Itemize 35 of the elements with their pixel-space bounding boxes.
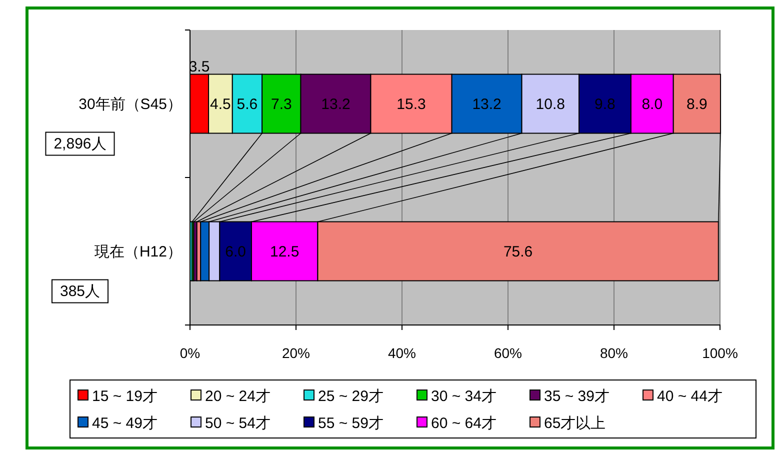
legend-label: 15 ~ 19才 [92,388,158,405]
data-label: 5.6 [236,96,258,113]
data-label: 13.2 [321,96,350,113]
data-label: 7.3 [270,96,292,113]
y-tick-label: 30年前（S45） [78,96,182,113]
x-tick-label: 0% [180,344,200,361]
legend-label: 50 ~ 54才 [205,415,270,432]
y-tick-label: 現在（H12） [94,243,182,260]
legend-label: 25 ~ 29才 [318,388,384,405]
legend-label: 30 ~ 34才 [431,388,496,405]
legend-label: 65才以上 [544,415,606,432]
data-label: 4.5 [210,96,231,113]
data-label: 75.6 [503,243,533,260]
legend-label: 35 ~ 39才 [544,388,610,405]
x-tick-label: 40% [388,344,416,361]
x-tick-label: 80% [600,344,628,361]
text: 385人 [60,282,100,300]
data-label: 8.9 [686,96,708,113]
data-label: 15.3 [396,96,426,113]
data-label: 12.5 [270,243,300,260]
legend-label: 40 ~ 44才 [657,388,722,405]
x-tick-label: 100% [702,344,738,361]
data-label: 10.8 [536,96,565,113]
x-tick-label: 60% [494,344,522,361]
legend-label: 20 ~ 24才 [205,388,270,405]
text: 2,896人 [54,135,106,152]
legend-label: 55 ~ 59才 [318,415,384,432]
x-tick-label: 20% [282,344,310,361]
legend-label: 60 ~ 64才 [431,415,496,432]
data-label: 3.5 [188,58,210,76]
data-label: 13.2 [472,96,502,113]
legend-label: 45 ~ 49才 [92,415,158,432]
data-label: 6.0 [225,243,246,260]
data-label: 9.8 [594,96,616,113]
data-label: 8.0 [642,96,663,113]
